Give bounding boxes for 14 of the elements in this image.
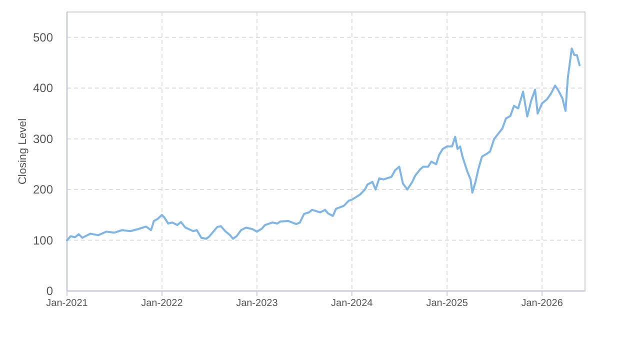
- x-tick-label: Jan-2024: [331, 298, 374, 309]
- y-tick-label: 500: [32, 30, 54, 44]
- y-tick-label: 100: [32, 233, 54, 248]
- y-tick-label: 400: [32, 81, 54, 96]
- x-tick-label: Jan-2023: [236, 298, 278, 309]
- x-tick-label: Jan-2022: [141, 298, 184, 309]
- x-tick-label: Jan-2021: [46, 298, 88, 309]
- y-axis-title: Closing Level: [17, 118, 29, 185]
- x-tick-label: Jan-2025: [426, 298, 468, 309]
- x-tick-label: Jan-2026: [521, 298, 564, 309]
- y-tick-label: 0: [46, 284, 54, 298]
- y-tick-label: 200: [32, 182, 54, 197]
- line-series: [66, 48, 581, 242]
- y-tick-label: 300: [32, 132, 54, 146]
